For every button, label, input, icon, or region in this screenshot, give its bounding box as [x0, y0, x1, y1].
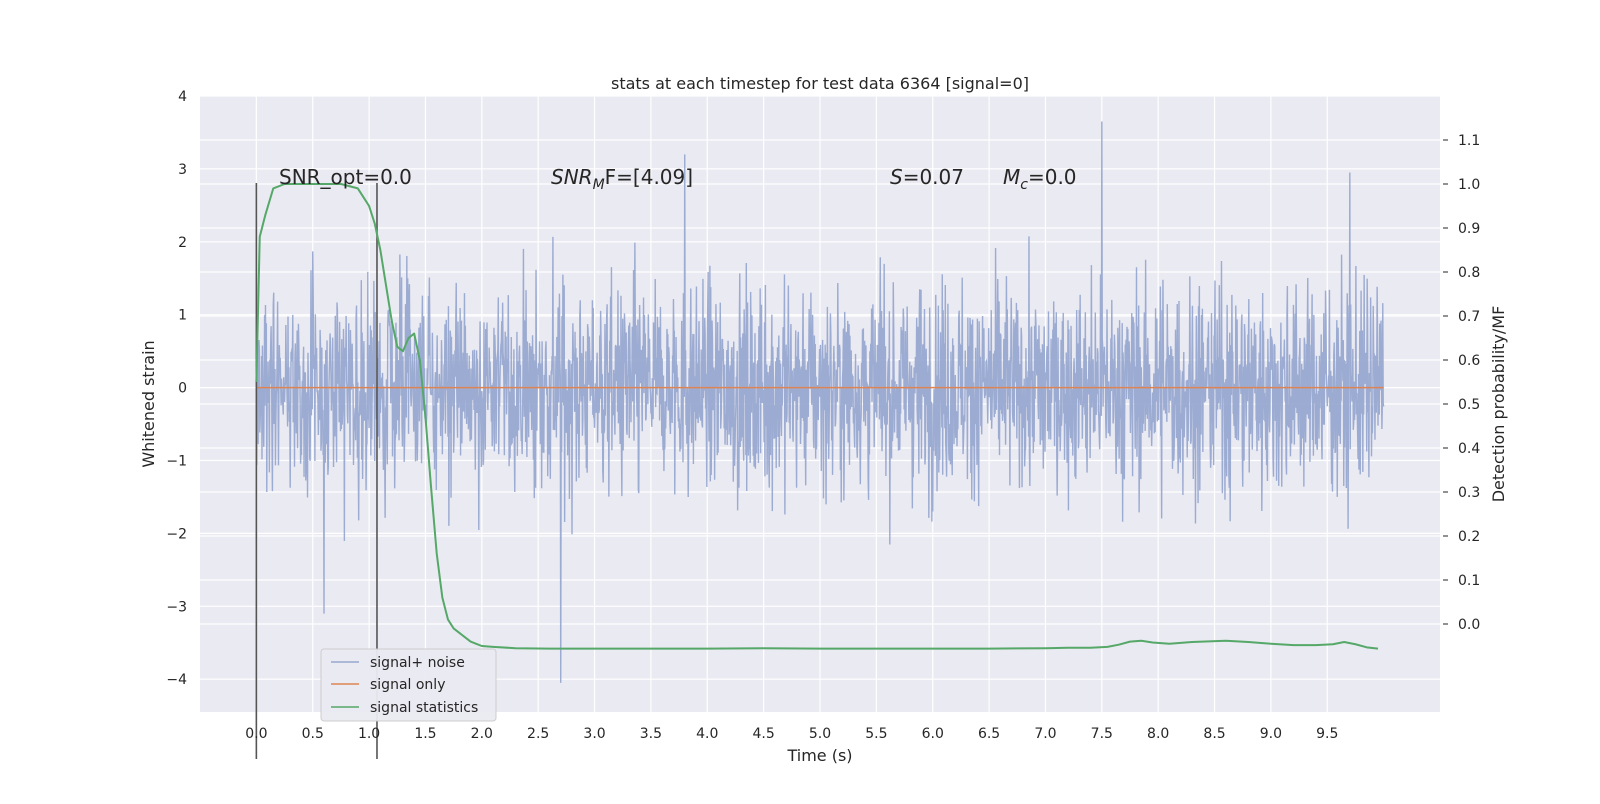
x-tick-label: 1.0	[358, 726, 380, 742]
x-tick-label: 7.5	[1091, 726, 1113, 742]
y-tick-label-right: 0.5	[1458, 397, 1480, 413]
y-tick-label-right: 0.2	[1458, 529, 1480, 545]
snr-mf-rest: F=[4.09]	[605, 165, 693, 189]
y-tick-label-left: 4	[178, 89, 187, 105]
y-tick-label-right: 0.8	[1458, 265, 1480, 281]
mc-sub: c	[1020, 177, 1028, 193]
y-tick-label-right: 0.3	[1458, 485, 1480, 501]
legend-box	[320, 648, 497, 722]
signal-noise-series	[255, 121, 1385, 683]
x-tick-label: 1.5	[414, 726, 436, 742]
y-tick-label-left: −2	[166, 526, 187, 542]
x-tick-label: 2.0	[471, 726, 493, 742]
signal-noise-line	[255, 121, 1385, 683]
y-tick-label-right: 0.7	[1458, 309, 1480, 325]
s-var: S	[890, 165, 903, 189]
x-tick-label: 3.0	[583, 726, 605, 742]
signal-statistics-line	[255, 183, 1379, 650]
y-tick-label-left: 1	[178, 308, 187, 324]
annotation-mc: Mc=0.0	[1003, 165, 1077, 193]
y-tick-label-right: 0.4	[1458, 441, 1480, 457]
y-tick-label-right: 1.0	[1458, 177, 1480, 193]
annotation-snr-mf: SNRMF=[4.09]	[551, 165, 693, 193]
snr-mf-var: SNR	[551, 165, 593, 189]
x-tick-label: 9.0	[1260, 726, 1282, 742]
x-tick-label: 0.5	[302, 726, 324, 742]
y-tick-label-left: −1	[166, 453, 187, 469]
x-tick-label: 3.5	[640, 726, 662, 742]
legend-label-signal-statistics: signal statistics	[370, 700, 478, 716]
x-axis-label: Time (s)	[786, 746, 852, 765]
y-tick-label-right: 0.1	[1458, 573, 1480, 589]
y-tick-label-right: 0.6	[1458, 353, 1480, 369]
x-tick-label: 8.0	[1147, 726, 1169, 742]
legend-label-signal-noise: signal+ noise	[370, 655, 465, 671]
mc-var: M	[1003, 165, 1020, 189]
mc-rest: =0.0	[1028, 165, 1077, 189]
x-tick-label: 4.5	[753, 726, 775, 742]
x-tick-label: 6.5	[978, 726, 1000, 742]
y-tick-label-left: 2	[178, 235, 187, 251]
chart-title: stats at each timestep for test data 636…	[611, 74, 1029, 93]
s-rest: =0.07	[903, 165, 964, 189]
legend: signal+ noise signal only signal statist…	[320, 648, 497, 722]
x-tick-label: 0.0	[245, 726, 267, 742]
y-tick-label-right: 1.1	[1458, 133, 1480, 149]
x-tick-label: 8.5	[1203, 726, 1225, 742]
x-tick-label: 2.5	[527, 726, 549, 742]
y-axis-label-right: Detection probability/MF	[1489, 306, 1508, 503]
y-tick-label-right: 0.0	[1458, 617, 1480, 633]
x-tick-label: 5.0	[809, 726, 831, 742]
annotation-snr-opt: SNR_opt=0.0	[279, 165, 412, 189]
tick-labels: 0.0 0.5 1.0 1.5 2.0 2.5 3.0 3.5 4.0 4.5 5.0 5.5 6.0 6…	[166, 89, 1480, 742]
y-tick-label-right: 0.9	[1458, 221, 1480, 237]
y-tick-label-left: −4	[166, 672, 187, 688]
legend-label-signal-only: signal only	[370, 677, 445, 693]
x-tick-label: 5.5	[865, 726, 887, 742]
x-tick-label: 4.0	[696, 726, 718, 742]
x-tick-label: 9.5	[1316, 726, 1338, 742]
annotation-s: S=0.07	[890, 165, 964, 189]
y-axis-label-left: Whitened strain	[139, 340, 158, 467]
x-tick-label: 7.0	[1034, 726, 1056, 742]
snr-mf-sub: M	[593, 177, 605, 193]
y-tick-label-left: −3	[166, 599, 187, 615]
x-tick-label: 6.0	[922, 726, 944, 742]
y-tick-label-left: 0	[178, 381, 187, 397]
y-tick-label-left: 3	[178, 162, 187, 178]
